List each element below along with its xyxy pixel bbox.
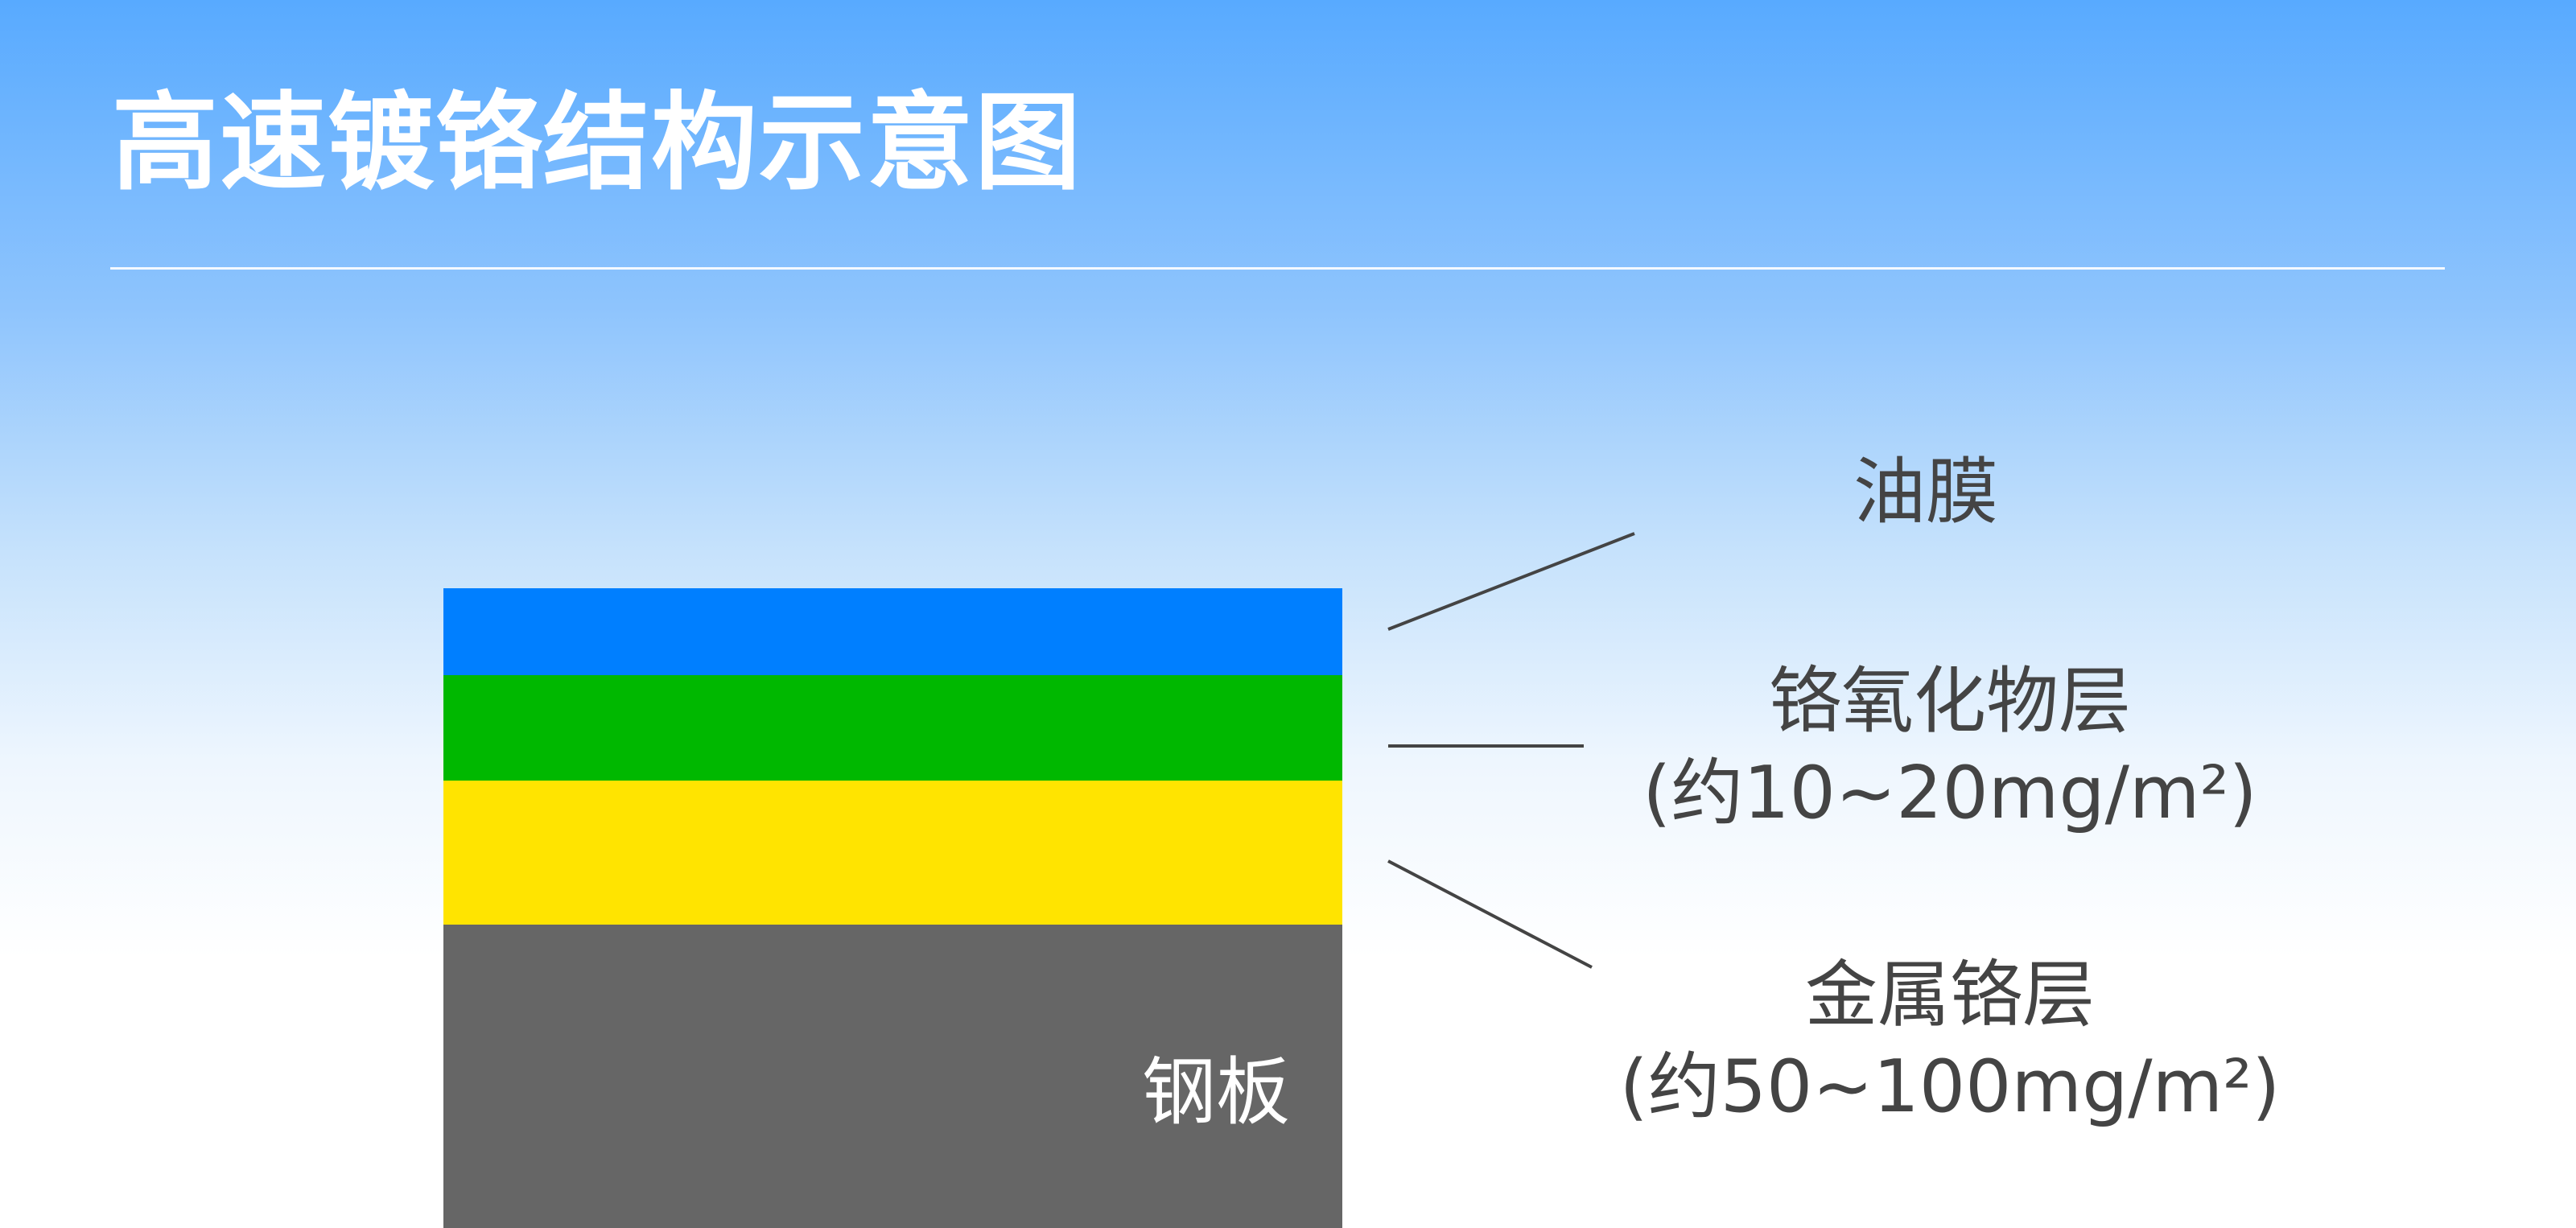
steel-plate-label: 钢板 [1141,1049,1291,1135]
label-metal-chromium: 金属铬层 [1805,953,2095,1037]
layer-oil-film [443,588,1342,675]
leader-line-oil-film [1387,532,1635,631]
label-chromium-oxide-amount: (约10~20mg/m²) [1642,751,2257,835]
title-divider [110,267,2445,270]
label-metal-chromium-amount: (约50~100mg/m²) [1619,1045,2281,1129]
page-title: 高速镀铬结构示意图 [112,81,1082,205]
label-oil-film: 油膜 [1853,450,1998,534]
layer-metal-chromium [443,781,1342,925]
leader-line-metal-chromium [1387,859,1593,969]
label-chromium-oxide: 铬氧化物层 [1769,659,2131,744]
layer-chromium-oxide [443,675,1342,781]
layer-steel-plate [443,925,1342,1228]
